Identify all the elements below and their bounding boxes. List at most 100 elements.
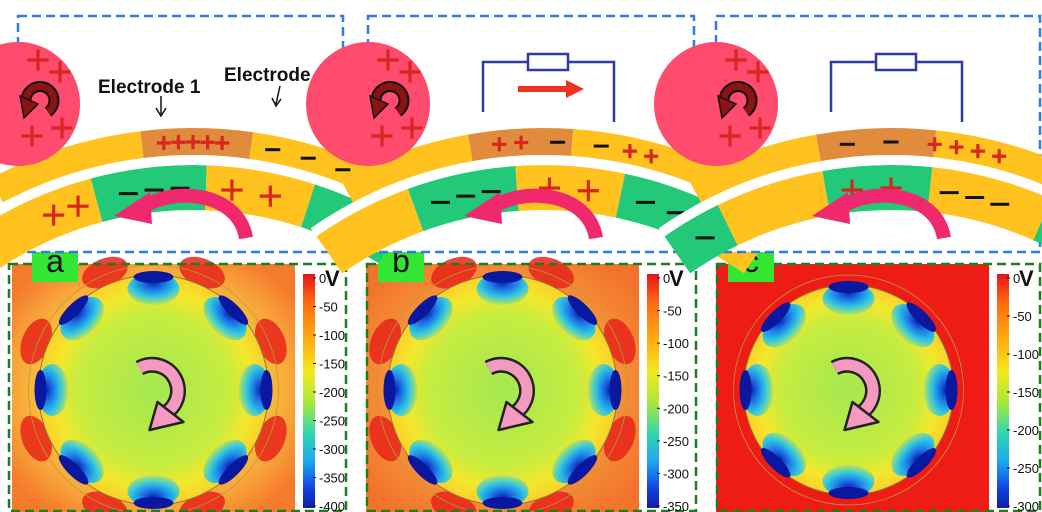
colorbar-tick-label: -350 <box>319 471 345 486</box>
plus-charge <box>514 135 529 150</box>
plus-charge <box>49 61 71 83</box>
colorbar-tick-label: -150 <box>1013 385 1039 400</box>
colorbar-tick-label: -250 <box>1013 461 1039 476</box>
electrode-edge <box>760 302 791 332</box>
colorbar-tick-label: -200 <box>1013 423 1039 438</box>
electrode-edge <box>609 370 622 410</box>
plus-charge <box>27 49 49 71</box>
plus-charge <box>747 61 769 83</box>
rotation-arrowhead <box>464 192 502 224</box>
colorbar-tick-label: -150 <box>663 369 689 384</box>
colorbar <box>997 274 1009 508</box>
colorbar-tick-label: -350 <box>663 499 689 512</box>
colorbar-tick-label: -200 <box>319 385 345 400</box>
plus-charge <box>992 149 1007 164</box>
plus-charge <box>67 195 89 217</box>
rotation-arrowhead <box>812 192 850 224</box>
ball-spin-arrow <box>372 83 408 115</box>
rotation-arrow <box>485 188 603 240</box>
electrode-edge <box>828 281 869 293</box>
gap <box>0 154 426 237</box>
plus-charge <box>401 117 423 139</box>
current-arrowhead <box>566 80 584 98</box>
ball-spin-head <box>717 94 738 120</box>
charged-ball-body <box>306 42 430 166</box>
load-resistor <box>526 52 570 72</box>
colorbar <box>647 274 659 508</box>
electrode-edge <box>133 497 174 509</box>
ball-spin-head <box>369 94 390 120</box>
rotor-segment <box>717 171 831 246</box>
gap <box>310 154 776 237</box>
electrode-edge <box>34 370 47 410</box>
electrode-edge <box>482 271 523 283</box>
colorbar-tick-label: -50 <box>663 304 682 319</box>
electrode-edge <box>906 302 937 332</box>
electrode-edge <box>407 295 438 325</box>
electrode-edge <box>760 448 791 478</box>
map-frame <box>715 262 1042 512</box>
plus-charge <box>51 117 73 139</box>
electrode-1-pointer-head <box>155 107 167 118</box>
stator-segment <box>0 131 144 203</box>
potential-map-a: a V0-50-100-150-200-250-300-350-400 <box>7 236 348 512</box>
electrode-edge <box>567 455 598 485</box>
rotation-arrowhead <box>114 192 152 224</box>
stator-segment <box>933 130 1042 185</box>
electrode-edge <box>383 370 396 410</box>
plus-charge <box>215 135 230 151</box>
map-frame <box>365 262 698 512</box>
rotor-segment <box>1033 220 1042 245</box>
colorbar-tick-label: -250 <box>319 414 345 429</box>
rotation-arrow <box>135 188 253 240</box>
plus-charge <box>927 137 942 152</box>
colorbar-unit: V <box>669 266 684 291</box>
plus-charge <box>259 185 281 207</box>
ball-spin-arrow <box>720 83 756 115</box>
potential-map-b: b V0-50-100-150-200-250-300-350 <box>365 236 698 512</box>
colorbar-tick-label: 0 <box>1013 271 1020 286</box>
colorbar-tick-label: -50 <box>1013 309 1032 324</box>
electrode-edge <box>739 370 752 410</box>
plus-charge <box>399 61 421 83</box>
electrode-edge <box>945 370 958 410</box>
rotor-segment <box>407 165 519 232</box>
electrode-2-pointer-head <box>271 97 282 108</box>
rotor-segment <box>927 167 1042 241</box>
electrode-1-label: Electrode 1 <box>98 77 201 98</box>
plus-charge <box>749 117 771 139</box>
plus-charge <box>949 140 964 155</box>
colorbar-unit: V <box>325 266 340 291</box>
plus-charge <box>185 134 201 150</box>
plus-charge <box>644 149 659 164</box>
colorbar-tick-label: -300 <box>1013 499 1039 512</box>
colorbar-tick-label: -100 <box>319 328 345 343</box>
colorbar-tick-label: -150 <box>319 357 345 372</box>
plus-charge <box>43 204 65 226</box>
circuit-wire <box>829 60 964 122</box>
colorbar-tick-label: -300 <box>319 442 345 457</box>
stator-segment <box>815 128 937 162</box>
electrode-edge <box>407 455 438 485</box>
potential-map-c: cV0-50-100-150-200-250-300 <box>715 236 1042 512</box>
electrode-edge <box>58 455 89 485</box>
plus-charge <box>719 125 741 147</box>
stator-segment <box>688 134 821 203</box>
plus-charge <box>377 49 399 71</box>
plus-charge <box>171 135 186 150</box>
colorbar-tick-label: -100 <box>663 336 689 351</box>
plus-charge <box>371 125 393 147</box>
circuit-wire <box>481 60 616 122</box>
colorbar-tick-label: 0 <box>663 271 670 286</box>
charged-ball-body <box>654 42 778 166</box>
stator-ring <box>733 274 964 506</box>
stator-segment <box>340 134 473 203</box>
electrode-2-label: Electrode 2 <box>224 65 326 86</box>
colorbar-tick-label: 0 <box>319 271 326 286</box>
load-resistor <box>874 52 918 72</box>
electrode-edge <box>260 370 273 410</box>
stator-ring <box>377 264 628 512</box>
electrode-edge <box>567 295 598 325</box>
plus-charge <box>577 180 599 202</box>
ball-spin-head <box>19 94 40 120</box>
